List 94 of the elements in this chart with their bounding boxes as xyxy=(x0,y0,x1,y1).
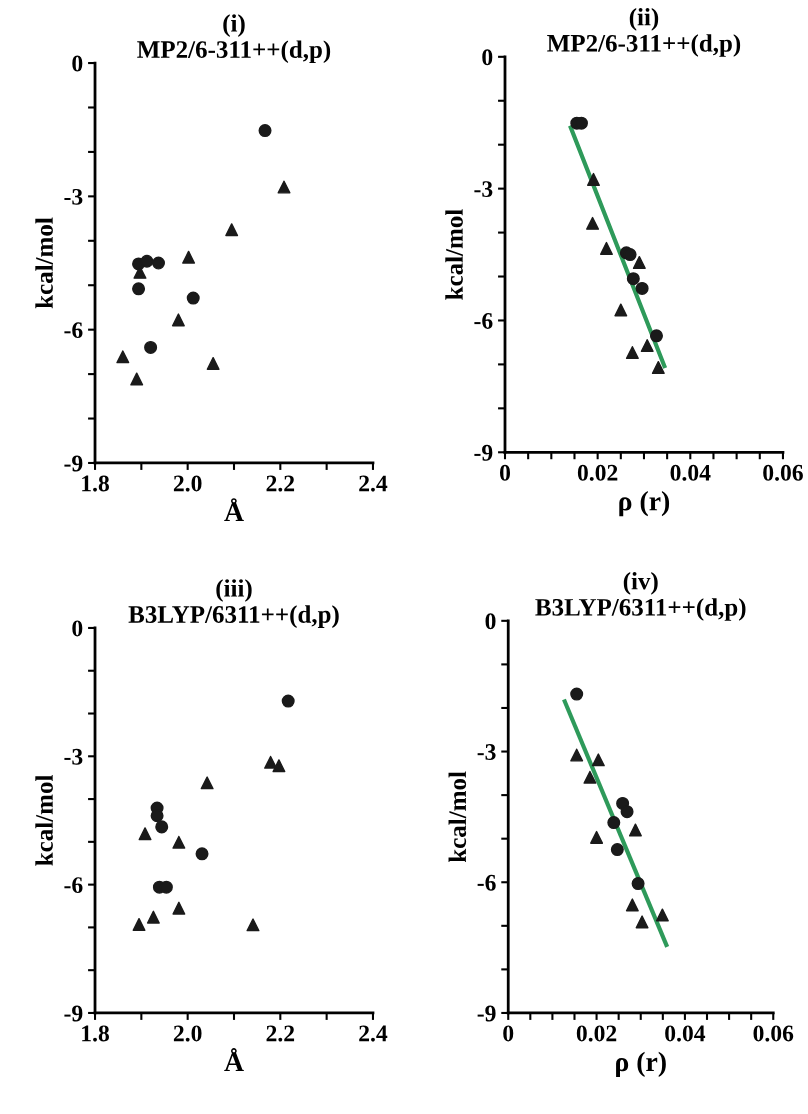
x-tick-label: 0.02 xyxy=(576,1025,617,1042)
point xyxy=(591,753,605,767)
point xyxy=(607,816,621,830)
y-axis-title: kcal/mol xyxy=(445,209,463,300)
y-tick-label: 0 xyxy=(482,49,493,66)
point xyxy=(628,823,642,837)
chart-title: (i) MP2/6-311++(d,p) xyxy=(137,14,331,64)
point xyxy=(246,918,260,932)
y-tick-label: -9 xyxy=(64,1005,83,1022)
point xyxy=(146,910,160,924)
point xyxy=(586,172,600,186)
point xyxy=(570,687,584,701)
point xyxy=(172,835,186,849)
x-tick-label: 2.0 xyxy=(173,1025,202,1042)
y-tick-label: -3 xyxy=(64,188,83,205)
x-tick-label: 0.02 xyxy=(577,464,618,481)
point xyxy=(620,805,634,819)
x-axis-title: ρ (r) xyxy=(619,491,670,517)
chart-title: (iii) B3LYP/6311++(d,p) xyxy=(128,579,339,628)
x-tick-label: 2.0 xyxy=(173,475,202,492)
y-tick-label: -9 xyxy=(474,444,493,461)
point xyxy=(635,281,649,295)
point xyxy=(206,356,220,370)
point xyxy=(132,282,146,296)
point xyxy=(635,915,649,929)
point xyxy=(272,759,286,773)
x-tick-label: 2.4 xyxy=(359,475,388,492)
x-tick-label: 1.8 xyxy=(82,475,109,492)
point xyxy=(590,830,604,844)
point xyxy=(186,291,200,305)
point xyxy=(140,254,154,268)
point xyxy=(182,250,196,264)
point xyxy=(655,908,669,922)
y-tick-label: -3 xyxy=(474,181,493,198)
point xyxy=(172,901,186,915)
x-axis-title: Å xyxy=(224,1048,244,1072)
point xyxy=(626,272,640,286)
point xyxy=(599,241,613,255)
y-tick-label: -3 xyxy=(64,748,83,765)
y-tick-label: -6 xyxy=(477,874,496,891)
point xyxy=(281,694,295,708)
y-axis-title: kcal/mol xyxy=(448,771,467,863)
chart-title: (iv) B3LYP/6311++(d,p) xyxy=(535,572,746,621)
point xyxy=(649,329,663,343)
point xyxy=(195,847,209,861)
x-tick-label: 1.8 xyxy=(82,1025,109,1042)
y-axis-title: kcal/mol xyxy=(35,217,53,309)
point xyxy=(264,755,278,769)
y-tick-label: -9 xyxy=(477,1005,496,1022)
point xyxy=(614,303,628,317)
y-tick-label: -6 xyxy=(64,322,83,339)
x-tick-label: 2.2 xyxy=(266,1025,295,1042)
y-tick-label: -6 xyxy=(474,313,493,329)
point xyxy=(258,124,272,138)
x-tick-label: 2.4 xyxy=(359,1025,388,1042)
point xyxy=(130,372,144,386)
point xyxy=(144,340,158,354)
chart-title: (ii) MP2/6-311++(d,p) xyxy=(547,8,741,57)
x-axis-title: Å xyxy=(224,498,244,522)
x-tick-label: 0.06 xyxy=(753,1025,794,1042)
x-tick-label: 0.04 xyxy=(670,464,711,481)
y-tick-label: -6 xyxy=(64,877,83,894)
x-tick-label: 0 xyxy=(503,1025,514,1042)
point xyxy=(225,223,239,237)
point xyxy=(570,748,584,762)
point xyxy=(632,255,646,269)
point xyxy=(132,917,146,931)
y-tick-label: -9 xyxy=(64,455,83,472)
point xyxy=(116,350,130,364)
point xyxy=(155,820,169,834)
point xyxy=(625,346,639,360)
x-tick-label: 2.2 xyxy=(266,475,295,492)
point xyxy=(583,770,597,784)
x-axis-title: ρ (r) xyxy=(616,1051,666,1077)
y-tick-label: -3 xyxy=(477,744,496,760)
point xyxy=(277,180,291,194)
y-axis-title: kcal/mol xyxy=(35,775,53,866)
point xyxy=(631,877,645,891)
point xyxy=(640,339,654,353)
x-tick-label: 0.04 xyxy=(665,1025,706,1042)
y-tick-label: 0 xyxy=(485,613,496,630)
x-tick-label: 0 xyxy=(500,464,510,481)
point xyxy=(610,843,624,857)
point xyxy=(151,256,165,270)
point xyxy=(171,313,185,327)
y-tick-label: 0 xyxy=(72,620,83,637)
point xyxy=(586,216,600,230)
point xyxy=(651,360,665,374)
point xyxy=(625,898,639,912)
point xyxy=(138,827,152,841)
point xyxy=(623,248,637,262)
x-tick-label: 0.06 xyxy=(763,464,803,481)
y-tick-label: 0 xyxy=(72,55,83,72)
point xyxy=(200,776,214,790)
